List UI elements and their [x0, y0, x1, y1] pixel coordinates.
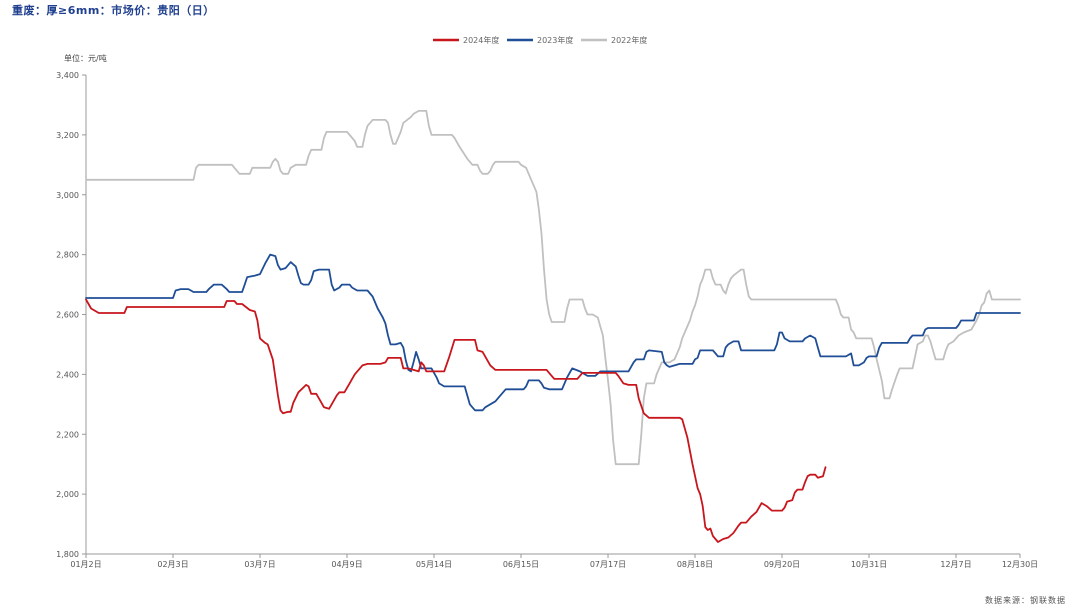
- x-tick-label: 05月14日: [416, 560, 452, 569]
- x-tick-label: 12月30日: [1002, 560, 1038, 569]
- x-tick-label: 02月3日: [157, 560, 188, 569]
- y-tick-label: 2,000: [56, 490, 79, 499]
- data-source-note: 数据来源：钢联数据: [985, 596, 1066, 605]
- legend-label: 2024年度: [463, 35, 499, 45]
- y-tick-label: 3,400: [56, 71, 79, 80]
- x-tick-label: 06月15日: [503, 560, 539, 569]
- y-tick-label: 2,200: [56, 430, 79, 439]
- chart-title: 重废：厚≥6mm：市场价：贵阳（日）: [12, 4, 215, 17]
- x-tick-label: 09月20日: [764, 560, 800, 569]
- legend-label: 2023年度: [537, 35, 573, 45]
- x-tick-label: 04月9日: [331, 560, 362, 569]
- series-line: [85, 298, 827, 543]
- y-axis-unit-label: 单位：元/吨: [64, 53, 107, 63]
- x-tick-label: 03月7日: [244, 560, 275, 569]
- y-tick-label: 1,800: [56, 550, 79, 559]
- x-tick-label: 12月7日: [940, 560, 971, 569]
- series-line: [85, 253, 1021, 412]
- y-tick-label: 3,200: [56, 131, 79, 140]
- x-tick-label: 07月17日: [590, 560, 626, 569]
- x-tick-label: 08月18日: [677, 560, 713, 569]
- y-tick-label: 2,400: [56, 370, 79, 379]
- y-tick-label: 2,800: [56, 251, 79, 260]
- x-tick-label: 10月31日: [851, 560, 887, 569]
- y-tick-label: 3,000: [56, 191, 79, 200]
- series-line: [85, 110, 1021, 466]
- y-tick-label: 2,600: [56, 311, 79, 320]
- x-tick-label: 01月2日: [70, 560, 101, 569]
- legend-label: 2022年度: [611, 35, 647, 45]
